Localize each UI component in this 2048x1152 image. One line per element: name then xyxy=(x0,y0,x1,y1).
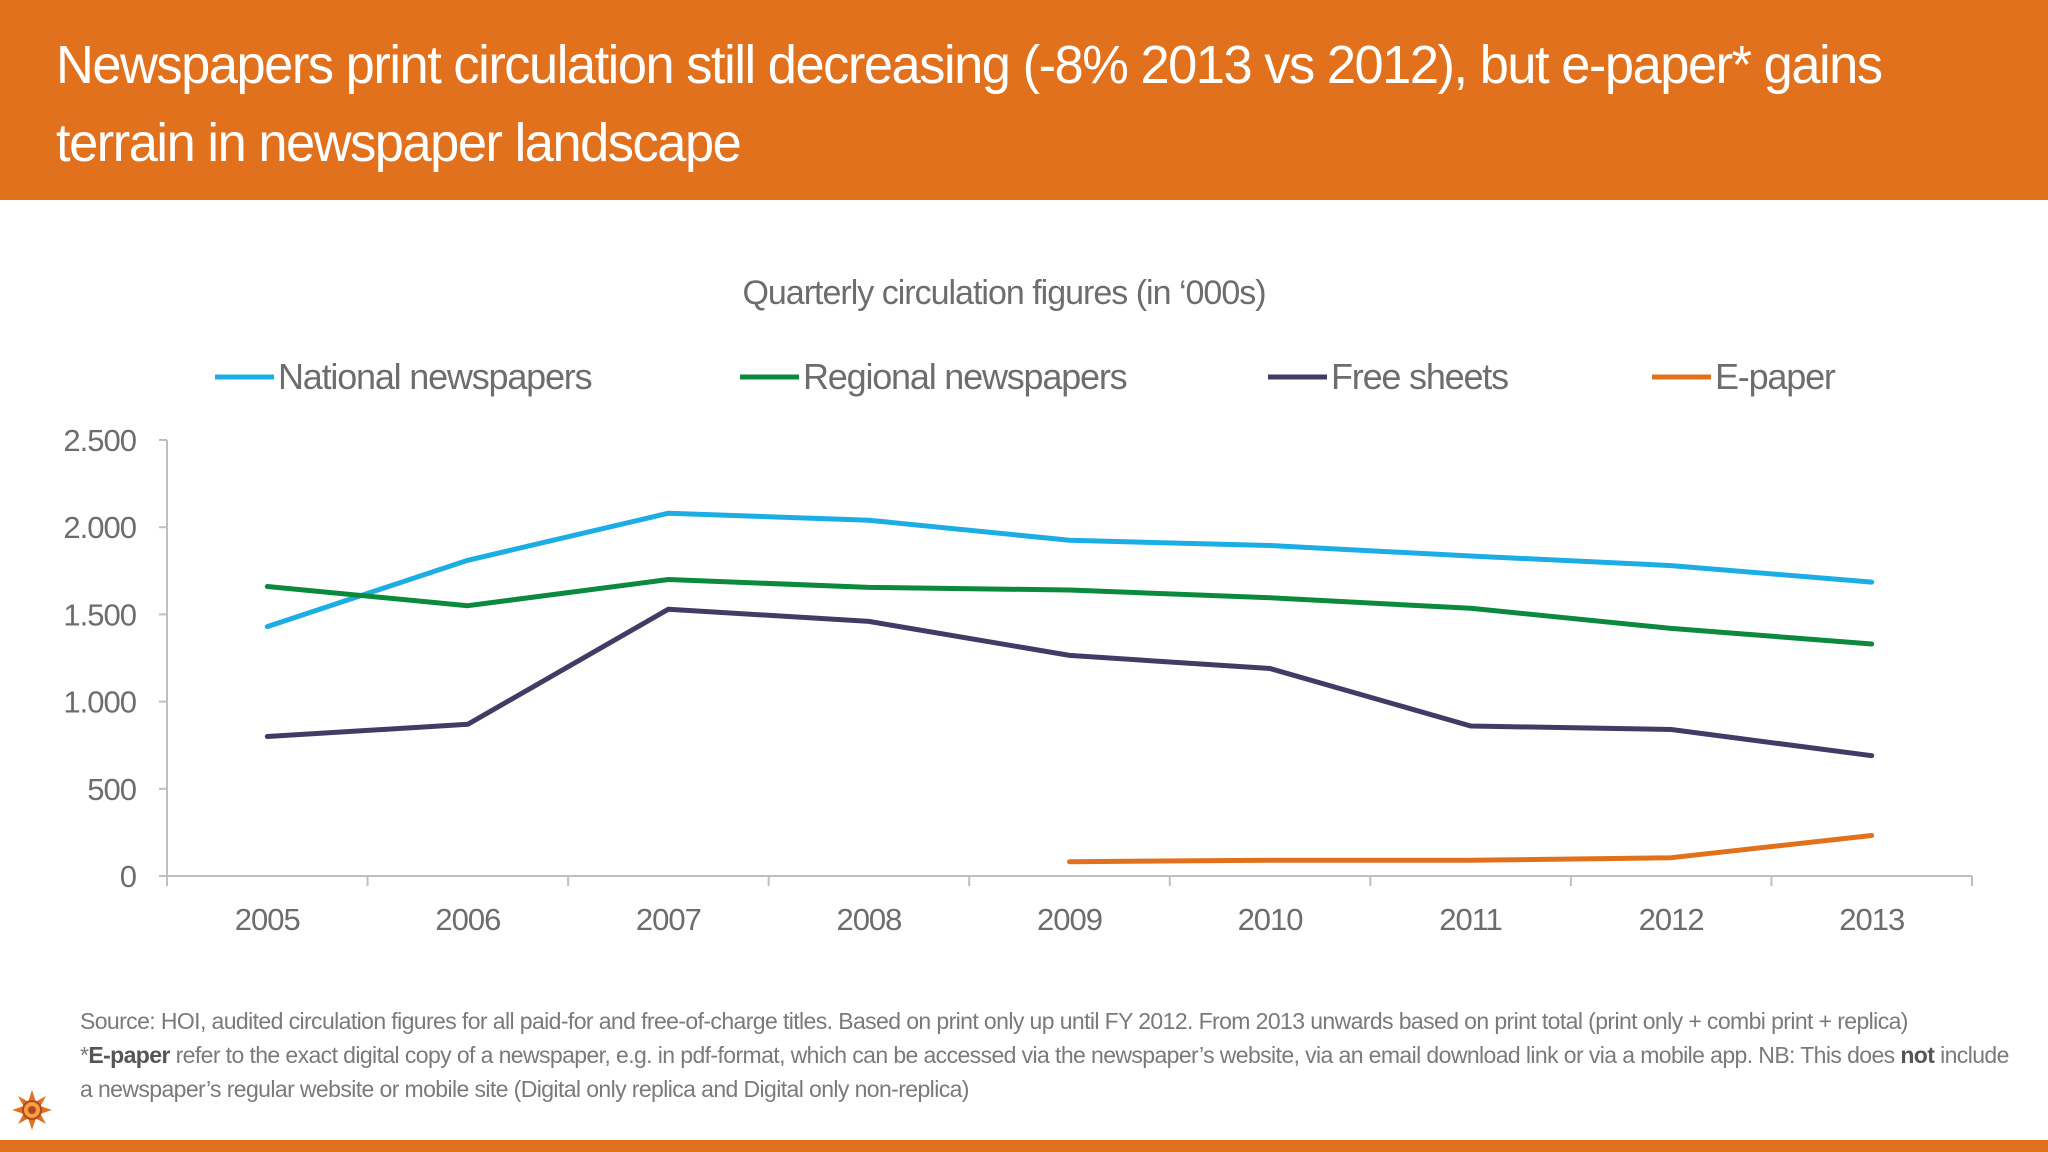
x-tick-label: 2011 xyxy=(1439,902,1502,937)
axes: 0 500 1.000 1.500 2.000 2.500 2005 2006 2007 2008… xyxy=(63,423,1973,937)
footer-notes: Source: HOI, audited circulation figures… xyxy=(80,1004,2010,1106)
series-line-2 xyxy=(264,606,1875,759)
note-emphasis: not xyxy=(1900,1042,1935,1068)
x-tick-label: 2006 xyxy=(435,902,500,937)
chart-title: Quarterly circulation figures (in ‘000s) xyxy=(742,274,1265,312)
y-tick-label: 1.000 xyxy=(63,685,136,720)
legend-label: E-paper xyxy=(1715,356,1836,397)
y-tick-label: 500 xyxy=(87,772,136,807)
note-text: refer to the exact digital copy of a new… xyxy=(169,1042,1901,1068)
series-line-3 xyxy=(1067,833,1875,865)
x-tick-label: 2009 xyxy=(1037,902,1102,937)
x-tick-label: 2007 xyxy=(636,902,701,937)
asterisk: * xyxy=(80,1042,89,1068)
series-line-0 xyxy=(264,510,1875,630)
x-tick-label: 2008 xyxy=(836,902,901,937)
header-banner: Newspapers print circulation still decre… xyxy=(0,0,2048,200)
source-note: Source: HOI, audited circulation figures… xyxy=(80,1008,1908,1034)
legend-label: Free sheets xyxy=(1331,356,1508,397)
epaper-note: *E-paper refer to the exact digital copy… xyxy=(80,1038,2010,1106)
y-tick-label: 1.500 xyxy=(63,597,136,632)
series-lines xyxy=(264,510,1875,865)
page-title: Newspapers print circulation still decre… xyxy=(56,35,1883,173)
bottom-accent-bar xyxy=(0,1140,2048,1152)
y-tick-label: 2.000 xyxy=(63,510,136,545)
note-term: E-paper xyxy=(88,1042,170,1068)
series-line-1 xyxy=(264,577,1875,647)
note-text-end: include a newspaper’s regular website or… xyxy=(80,1042,2009,1102)
x-tick-label: 2005 xyxy=(235,902,300,937)
legend-label: National newspapers xyxy=(278,356,592,397)
y-tick-label: 0 xyxy=(120,859,137,894)
sun-emblem-logo-icon xyxy=(12,1090,52,1130)
legend: National newspapers Regional newspapers Fr… xyxy=(215,356,1837,397)
x-tick-label: 2012 xyxy=(1639,902,1704,937)
x-tick-label: 2010 xyxy=(1238,902,1304,937)
x-tick-label: 2013 xyxy=(1839,902,1904,937)
y-tick-label: 2.500 xyxy=(63,423,136,458)
legend-label: Regional newspapers xyxy=(803,356,1127,397)
